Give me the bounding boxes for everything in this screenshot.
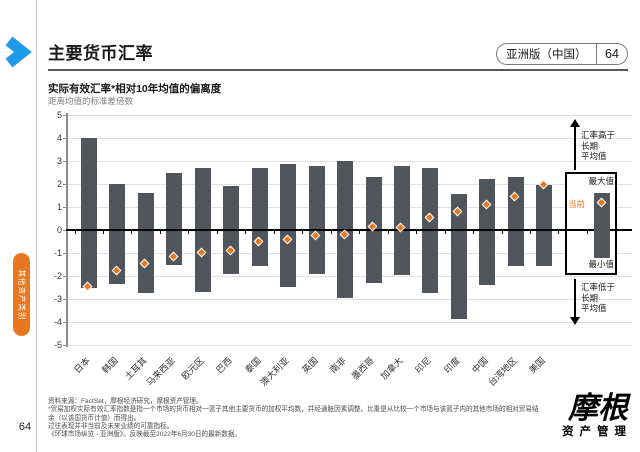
y-axis-tick xyxy=(63,322,66,323)
chevron-right-icon xyxy=(5,36,32,68)
x-axis-label: 加拿大 xyxy=(378,355,405,382)
page-title: 主要货币汇率 xyxy=(48,44,153,63)
range-bar xyxy=(80,138,97,288)
arrow-down-line xyxy=(574,279,576,317)
y-axis-tick xyxy=(63,138,66,139)
x-axis-label: 欧元区 xyxy=(179,355,206,382)
range-bar xyxy=(507,177,524,266)
gridline xyxy=(66,345,632,346)
y-axis-tick-label: 2 xyxy=(56,178,62,189)
y-axis-tick-label: -4 xyxy=(53,316,62,327)
page-number: 64 xyxy=(18,421,32,433)
range-bar xyxy=(280,164,297,288)
y-axis-tick xyxy=(63,184,66,185)
x-axis-label: 马来西亚 xyxy=(144,355,178,388)
legend-below-average-label: 汇率低于 长期 平均值 xyxy=(581,282,616,313)
x-axis-label: 台湾地区 xyxy=(486,355,519,388)
arrow-up-head xyxy=(570,119,580,127)
range-bar xyxy=(337,161,354,298)
x-axis-label: 印度 xyxy=(442,355,462,376)
gridline xyxy=(66,115,632,116)
gridline xyxy=(66,322,632,323)
edition-badge-divider xyxy=(595,44,597,64)
range-bar xyxy=(137,193,154,294)
footnote-line: *贸易加权实际有效汇率指数是指一个市场的货币相对一篮子其他主要货币的加权平均数，… xyxy=(48,406,539,414)
range-bar xyxy=(194,167,211,293)
range-bar xyxy=(536,185,553,266)
x-axis-label: 韩国 xyxy=(100,355,121,376)
x-axis-label: 英国 xyxy=(299,355,320,376)
sidebar-tab-other-assets[interactable]: 其他资产类别 xyxy=(13,253,30,336)
range-bar xyxy=(393,165,410,275)
footnotes: 资料来源：FactSet，摩根经济研究，摩根资产管理。 *贸易加权实际有效汇率指… xyxy=(48,398,539,439)
x-axis-label: 巴西 xyxy=(214,355,235,376)
y-axis-tick-label: -1 xyxy=(53,247,62,258)
y-axis-line xyxy=(66,113,68,347)
y-axis-tick-label: 4 xyxy=(56,132,62,143)
footnote-line: 《环球市场纵览 - 亚洲版》。反映截至2022年6月30日的最新数据。 xyxy=(48,431,242,439)
range-bar xyxy=(251,167,268,266)
y-axis-tick-label: -3 xyxy=(53,293,62,304)
legend-current-label: 当前 xyxy=(568,199,586,209)
footnote-line: 过往表现并非当前及未来业绩的可靠指标。 xyxy=(48,422,174,430)
x-axis-label: 墨西哥 xyxy=(350,355,377,382)
y-axis-tick-label: 0 xyxy=(56,224,62,235)
range-bar xyxy=(365,177,382,283)
header-rule xyxy=(48,69,628,71)
range-bar xyxy=(166,172,183,265)
y-axis-tick-label: -5 xyxy=(53,339,62,350)
y-axis-tick xyxy=(63,345,66,346)
x-axis-label: 美国 xyxy=(527,355,548,376)
footnote-line: 余（以该国货币计值）而得出。 xyxy=(48,414,141,422)
edition-badge-page: 64 xyxy=(605,47,619,61)
x-axis-label: 中国 xyxy=(470,355,491,376)
range-bar xyxy=(422,167,439,294)
range-bar xyxy=(479,179,496,286)
rail-divider xyxy=(36,0,37,452)
y-axis-tick-label: 3 xyxy=(56,155,62,166)
range-bar xyxy=(223,186,240,274)
y-axis-tick xyxy=(63,299,66,300)
edition-badge: 亚洲版（中国） 64 xyxy=(496,43,628,65)
x-axis-label: 澳大利亚 xyxy=(258,355,291,388)
range-bar xyxy=(450,194,467,319)
gridline xyxy=(66,138,632,139)
arrow-up-line xyxy=(574,127,576,170)
y-axis-tick-label: 5 xyxy=(56,109,62,120)
y-axis-tick xyxy=(63,207,66,208)
y-axis-tick xyxy=(63,161,66,162)
legend-min-label: 最小值 xyxy=(588,259,614,269)
y-axis-tick xyxy=(63,230,66,231)
chart-subtitle: 距离均值的标准差倍数 xyxy=(48,96,134,106)
legend-max-label: 最大值 xyxy=(588,176,614,186)
brand-logo: 摩根 xyxy=(568,391,628,426)
y-axis-tick xyxy=(63,276,66,277)
gridline xyxy=(66,299,632,300)
x-axis-label: 南非 xyxy=(328,355,348,376)
y-axis-tick-label: 1 xyxy=(56,201,62,212)
range-bar xyxy=(109,184,126,285)
x-axis-label: 泰国 xyxy=(242,355,263,376)
x-axis-label: 日本 xyxy=(71,355,92,376)
legend-above-average-label: 汇率高于 长期 平均值 xyxy=(581,130,616,161)
y-axis-tick xyxy=(63,253,66,254)
footnote-line: 资料来源：FactSet，摩根经济研究，摩根资产管理。 xyxy=(48,398,203,405)
y-axis-tick-label: -2 xyxy=(53,270,62,281)
chart-title: 实际有效汇率*相对10年均值的偏离度 xyxy=(48,83,222,95)
arrow-down-head xyxy=(570,317,580,325)
x-axis-label: 印尼 xyxy=(413,355,434,376)
brand-logo-subtitle: 资产管理 xyxy=(562,426,632,438)
edition-badge-label: 亚洲版（中国） xyxy=(506,49,587,61)
y-axis-tick xyxy=(63,115,66,116)
range-bar xyxy=(308,165,325,274)
